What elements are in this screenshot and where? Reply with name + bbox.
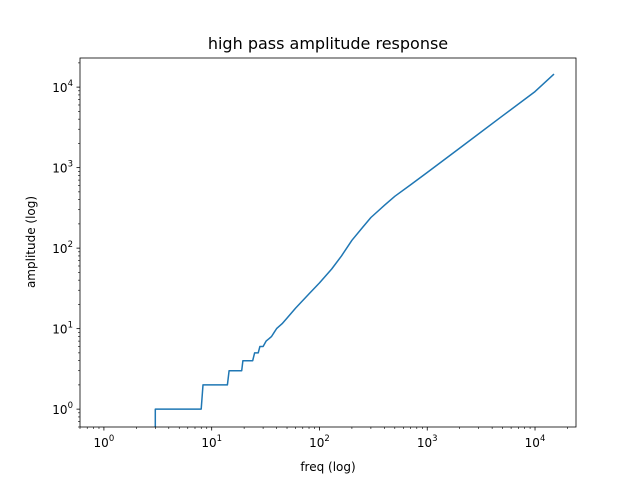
chart-title: high pass amplitude response (208, 34, 448, 53)
y-tick-label: 104 (52, 79, 73, 95)
x-tick-label: 103 (417, 434, 438, 450)
y-tick-label: 100 (52, 401, 73, 417)
y-tick-label: 102 (52, 240, 73, 256)
y-tick-label: 103 (52, 160, 73, 176)
x-tick-label: 104 (525, 434, 546, 450)
x-tick-label: 102 (309, 434, 330, 450)
x-axis-label: freq (log) (300, 460, 355, 474)
x-tick-label: 100 (94, 434, 115, 450)
y-axis-label: amplitude (log) (24, 196, 38, 288)
axis-ticks: 100 101 102 103 104 100 101 102 103 104 (52, 62, 568, 450)
y-tick-label: 101 (52, 321, 73, 337)
plot-area (154, 73, 555, 427)
axes-frame (79, 57, 577, 428)
series-line (154, 73, 555, 427)
x-tick-label: 101 (201, 434, 222, 450)
